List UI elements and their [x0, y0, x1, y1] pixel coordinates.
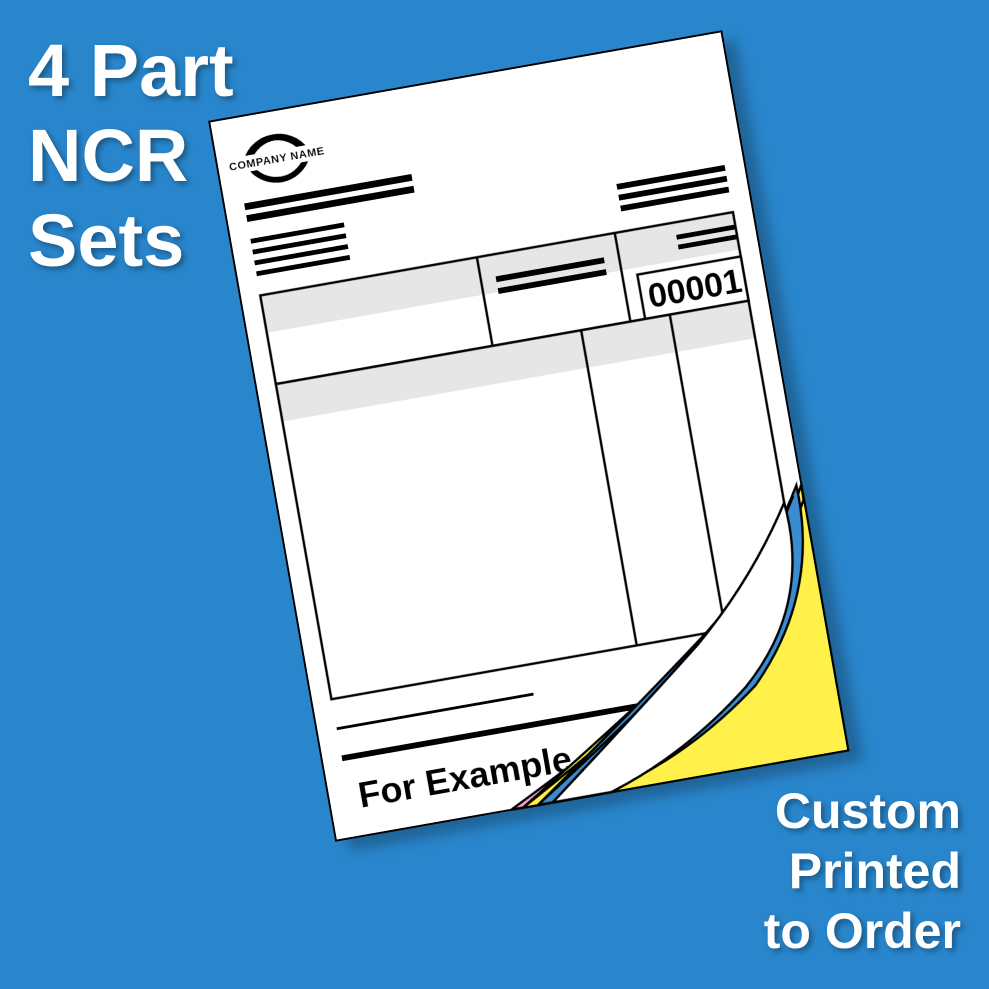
- heading-bottom-line3: to Order: [764, 901, 961, 961]
- heading-top: 4 Part NCR Sets: [28, 28, 234, 283]
- heading-bottom-line2: Printed: [764, 841, 961, 901]
- heading-top-line1: 4 Part: [28, 28, 234, 113]
- heading-top-line2: NCR: [28, 113, 234, 198]
- heading-bottom-line1: Custom: [764, 781, 961, 841]
- heading-bottom: Custom Printed to Order: [764, 781, 961, 961]
- heading-top-line3: Sets: [28, 198, 234, 283]
- form-sheet: COMPANY NAME: [209, 31, 848, 840]
